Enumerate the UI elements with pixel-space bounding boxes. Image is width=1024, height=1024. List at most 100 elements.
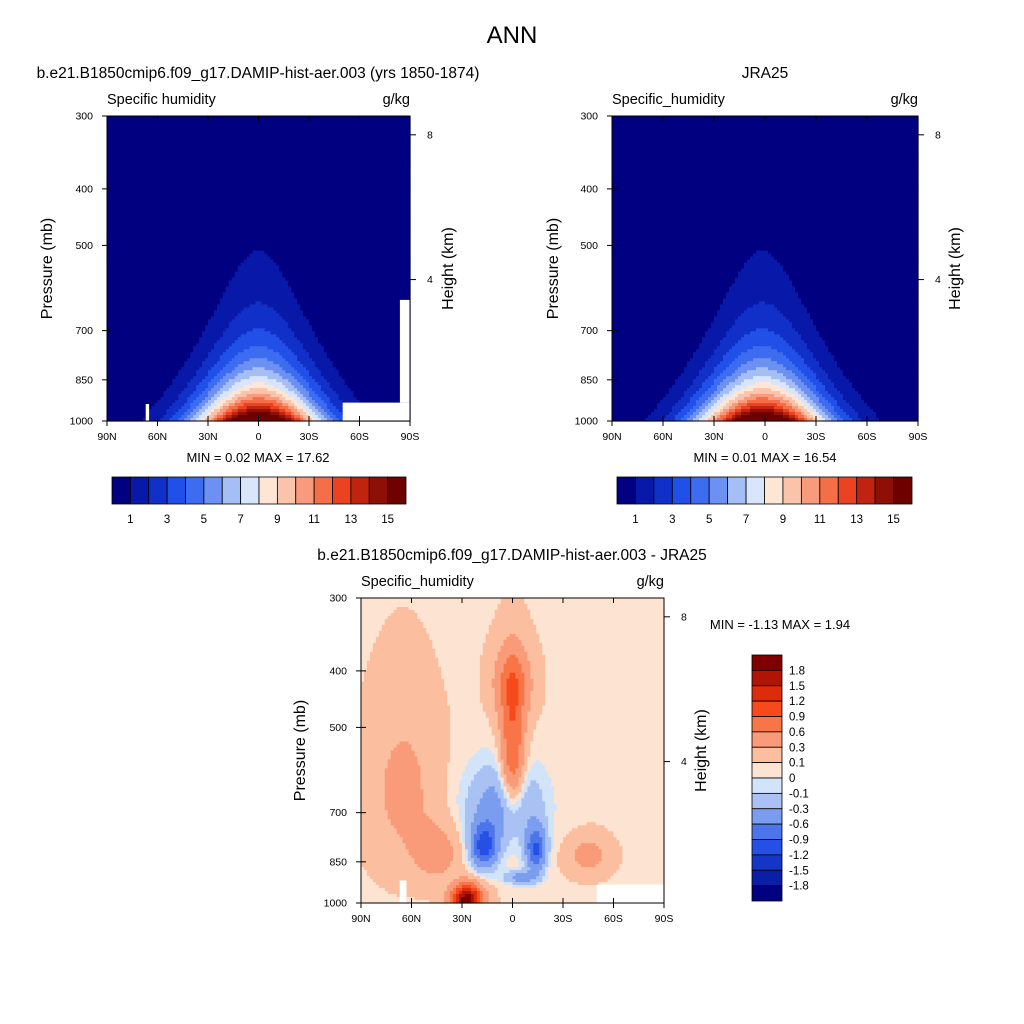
contour-cell [798,367,811,371]
contour-cell [726,352,742,356]
contour-cell [482,648,502,653]
contour-cell [338,370,411,374]
contour-cell [450,714,487,719]
contour-cell [750,409,775,413]
contour-cell [612,145,919,150]
contour-cell [816,388,826,392]
contour-cell [735,415,742,419]
contour-cell [384,789,424,793]
contour-cell [876,415,919,419]
contour-cell [837,361,919,365]
contour-cell [666,394,685,398]
contour-cell [539,843,543,847]
contour-cell [524,861,528,865]
contour-cell [294,331,316,335]
contour-cell [509,843,520,847]
contour-cell [309,406,316,410]
contour-cell [783,415,790,419]
contour-cell [190,418,197,422]
contour-cell [361,612,392,617]
contour-cell [420,783,448,787]
contour-cell [533,843,540,847]
contour-cell [314,412,322,416]
contour-cell [361,768,386,773]
contour-cell [747,385,781,389]
contour-cell [107,211,411,216]
contour-cell [518,678,525,683]
contour-cell [542,795,555,799]
contour-cell [792,325,817,329]
contour-cell [521,738,525,743]
contour-cell [231,343,286,347]
contour-cell [485,789,496,793]
contour-cell [303,406,310,410]
contour-cell [387,759,419,764]
contour-cell [464,867,472,871]
contour-cell [210,418,215,422]
contour-cell [768,367,787,371]
contour-cell [527,786,540,790]
contour-cell [741,364,784,368]
contour-cell [447,798,457,802]
contour-cell [726,292,799,297]
contour-cell [441,672,481,677]
contour-cell [462,843,466,847]
contour-cell [612,262,745,267]
contour-cell [417,759,451,764]
contour-cell [792,370,802,374]
panel-title: b.e21.B1850cmip6.f09_g17.DAMIP-hist-aer.… [317,547,706,564]
contour-cell [208,406,215,410]
contour-cell [326,352,411,356]
y-tick-label: 850 [580,374,598,386]
contour-cell [213,376,224,380]
contour-cell [107,172,411,177]
contour-cell [482,897,490,901]
contour-cell [329,358,411,362]
contour-cell [539,786,555,790]
contour-cell [530,768,546,773]
contour-cell [500,897,665,901]
contour-cell [816,373,829,377]
contour-cell [450,810,460,814]
contour-cell [361,774,386,779]
contour-cell [479,876,487,880]
contour-cell [601,855,624,859]
contour-cell [542,843,546,847]
contour-cell [311,403,319,407]
contour-cell [323,391,337,395]
contour-cell [521,774,525,779]
contour-cell [500,699,508,704]
contour-cell [548,852,552,856]
contour-cell [361,621,386,626]
contour-cell [361,699,448,704]
contour-cell [500,804,508,808]
contour-cell [447,837,460,841]
contour-cell [503,780,508,784]
contour-cell [420,777,448,781]
contour-cell [273,259,411,264]
contour-cell [237,337,280,341]
contour-cell [494,843,502,847]
contour-cell [807,364,820,368]
contour-cell [361,666,368,671]
contour-cell [548,816,555,820]
contour-cell [228,379,242,383]
contour-cell [714,418,718,422]
contour-cell [726,418,733,422]
contour-cell [494,660,508,665]
contour-cell [542,648,665,653]
contour-cell [450,891,457,895]
contour-cell [456,822,463,826]
contour-cell [219,388,230,392]
contour-cell [344,382,411,386]
contour-cell [107,346,194,350]
contour-cell [291,409,298,413]
contour-cell [612,229,919,234]
contour-cell [494,708,505,713]
contour-cell [273,403,283,407]
contour-cell [208,319,233,323]
contour-cell [515,810,546,814]
contour-cell [311,325,411,329]
contour-cell [497,795,505,799]
contour-cell [279,313,304,317]
